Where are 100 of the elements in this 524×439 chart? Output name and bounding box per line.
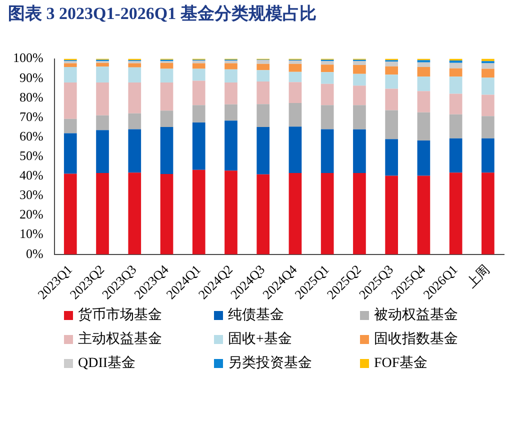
bar xyxy=(160,127,174,174)
bar xyxy=(320,173,334,254)
bar xyxy=(449,114,462,138)
bar xyxy=(320,129,334,173)
bar xyxy=(482,68,494,78)
bar xyxy=(482,172,494,254)
legend-label: 主动权益基金 xyxy=(78,330,162,348)
bar xyxy=(96,130,109,173)
y-tick-label: 10% xyxy=(19,226,44,242)
bar xyxy=(128,67,142,82)
bar xyxy=(288,72,302,82)
bar xyxy=(288,102,302,127)
y-tick-label: 40% xyxy=(19,168,44,183)
bar xyxy=(320,64,334,72)
bar xyxy=(160,174,174,254)
bar xyxy=(320,61,334,65)
bar xyxy=(353,74,366,86)
bar xyxy=(224,60,238,64)
bar xyxy=(192,105,206,123)
bar xyxy=(256,70,270,82)
bar xyxy=(192,63,206,69)
bar xyxy=(417,76,430,92)
bar xyxy=(320,105,334,130)
legend-label: 另类投资基金 xyxy=(228,354,312,372)
bar xyxy=(256,127,270,174)
bar xyxy=(256,64,270,70)
bar xyxy=(417,91,430,112)
bar xyxy=(385,139,398,176)
y-tick-label: 90% xyxy=(19,70,44,85)
bar xyxy=(449,94,462,114)
bar xyxy=(482,116,494,138)
legend-label: FOF基金 xyxy=(374,354,428,372)
bar xyxy=(128,82,142,114)
bar xyxy=(353,105,366,130)
bar xyxy=(192,122,206,170)
bar xyxy=(160,82,174,111)
y-tick-label: 70% xyxy=(19,108,44,124)
bar xyxy=(64,67,77,82)
bar xyxy=(482,63,494,69)
bar xyxy=(385,176,398,254)
bar xyxy=(288,82,302,103)
bar xyxy=(288,60,302,64)
bar xyxy=(256,60,270,64)
bar xyxy=(128,113,142,130)
bar xyxy=(417,176,430,254)
bar xyxy=(224,120,238,171)
y-tick-label: 30% xyxy=(19,187,44,202)
y-tick-label: 60% xyxy=(19,128,44,144)
bar xyxy=(96,173,109,254)
legend-label: 被动权益基金 xyxy=(374,306,458,324)
bar xyxy=(449,68,462,77)
bar xyxy=(482,138,494,173)
bar xyxy=(256,174,270,254)
legend-label: 货币市场基金 xyxy=(78,306,162,324)
legend-label: QDII基金 xyxy=(78,354,136,372)
bar xyxy=(64,118,77,134)
y-tick-label: 80% xyxy=(19,89,44,104)
bar xyxy=(449,172,462,254)
bar xyxy=(64,133,77,174)
bar xyxy=(482,94,494,116)
bar xyxy=(385,74,398,89)
bar xyxy=(64,174,77,254)
bar xyxy=(288,126,302,173)
bar xyxy=(224,104,238,121)
bar xyxy=(64,82,77,119)
bar xyxy=(96,66,109,82)
bar xyxy=(96,62,109,67)
bar xyxy=(385,66,398,75)
bar xyxy=(449,138,462,173)
bar xyxy=(160,62,174,69)
bar xyxy=(192,68,206,81)
bar xyxy=(288,64,302,72)
bar xyxy=(64,63,77,68)
bar xyxy=(320,84,334,106)
bar xyxy=(449,76,462,94)
chart-title: 图表 3 2023Q1-2026Q1 基金分类规模占比 xyxy=(8,3,316,25)
legend-label: 固收指数基金 xyxy=(374,330,458,348)
bar xyxy=(224,63,238,70)
bar xyxy=(256,104,270,128)
bar xyxy=(160,110,174,128)
y-tick-label: 100% xyxy=(12,50,44,66)
bar xyxy=(96,82,109,116)
bar xyxy=(128,63,142,68)
legend-label: 固收+基金 xyxy=(228,330,292,348)
y-tick-label: 0% xyxy=(26,246,44,261)
bar xyxy=(192,60,206,64)
y-tick-label: 20% xyxy=(19,206,44,222)
bar xyxy=(449,62,462,68)
x-tick-label: 上周 xyxy=(463,262,492,291)
bar xyxy=(224,82,238,104)
bar xyxy=(96,115,109,130)
bar xyxy=(353,65,366,74)
bar xyxy=(288,173,302,254)
bar xyxy=(128,129,142,173)
bar xyxy=(482,78,494,95)
bar xyxy=(385,88,398,110)
bar xyxy=(417,140,430,176)
bar xyxy=(353,86,366,106)
bar xyxy=(160,68,174,82)
bar xyxy=(385,110,398,140)
